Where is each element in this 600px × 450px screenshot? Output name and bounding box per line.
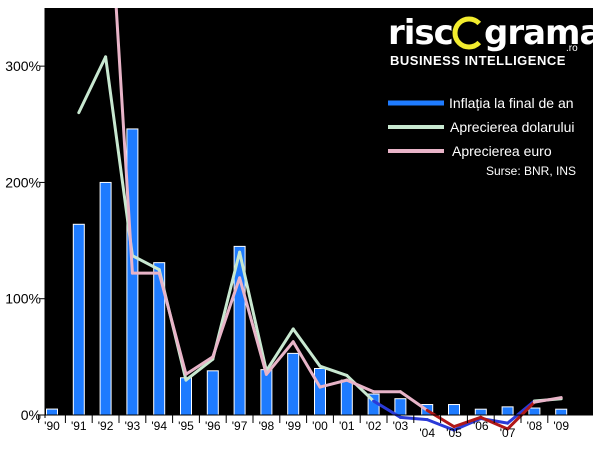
- line-segment-euro: [318, 378, 349, 389]
- line-segment-euro: [264, 340, 295, 376]
- y-tick-label: 0%: [21, 407, 41, 423]
- bar-inflation-92: [99, 181, 112, 416]
- bar-inflation-03: [394, 398, 407, 416]
- line-segment-dollar: [238, 250, 268, 373]
- line-segment-dollar: [318, 364, 349, 377]
- line-segment-dollar: [130, 254, 161, 272]
- x-tick-label: '04: [419, 426, 435, 440]
- bar-inflation-95: [180, 377, 192, 416]
- bar-inflation-01: [340, 379, 353, 416]
- bar-inflation-90: [46, 408, 58, 416]
- x-tick-label: '02: [366, 419, 382, 433]
- x-tick-label: '90: [44, 419, 60, 433]
- x-tick-label: '07: [500, 426, 516, 440]
- y-tick-label: 200%: [5, 174, 41, 190]
- x-tick-label: '94: [151, 419, 167, 433]
- line-segment-euro: [211, 276, 242, 359]
- lines-series: [77, 8, 563, 432]
- line-segment-dollar: [425, 418, 456, 432]
- line-segment-dollar: [345, 373, 376, 403]
- logo-right-text: grama: [484, 13, 600, 53]
- x-tick-label: '01: [339, 419, 355, 433]
- x-tick-label: '06: [473, 419, 489, 433]
- x-tick-label: '92: [98, 419, 114, 433]
- bar-inflation-99: [287, 352, 300, 416]
- logo-left-text: risc: [388, 13, 453, 53]
- line-segment-dollar: [291, 327, 322, 368]
- bar-inflation-05: [448, 404, 460, 416]
- bar-inflation-96: [206, 370, 219, 416]
- x-tick-label: '99: [285, 419, 301, 433]
- legend-label-euro: Aprecierea euro: [452, 143, 552, 159]
- x-tick-label: '00: [312, 419, 328, 433]
- y-axis-ticks: 0% 100% 200% 300%: [5, 58, 45, 423]
- legend-label-dollar: Aprecierea dolarului: [450, 119, 575, 135]
- line-segment-dollar: [184, 357, 215, 382]
- line-segment-euro: [479, 415, 510, 431]
- bar-inflation-08: [528, 407, 541, 416]
- x-tick-label: '09: [553, 419, 569, 433]
- x-tick-label: '93: [125, 419, 141, 433]
- x-tick-label: '97: [232, 419, 248, 433]
- line-segment-euro: [184, 355, 215, 376]
- line-segment-euro: [114, 8, 134, 275]
- x-axis-ticks: '90 '91 '92 '93 '94 '95 '96 '97 '98 '99 '00 '01 '02 '…: [38, 415, 569, 440]
- y-tick-label: 300%: [5, 58, 41, 74]
- x-tick-label: '98: [259, 419, 275, 433]
- x-tick-label: '08: [527, 419, 543, 433]
- legend-label-inflation: Inflația la final de an: [449, 95, 574, 111]
- x-tick-label: '95: [178, 419, 194, 433]
- logo-o-icon: [452, 16, 489, 50]
- x-tick-label: '91: [71, 419, 87, 433]
- bar-inflation-06: [474, 408, 487, 416]
- bar-inflation-07: [501, 406, 514, 416]
- brand-logo: risc grama .ro BUSINESS INTELLIGENCE: [388, 13, 600, 68]
- x-tick-label: '03: [393, 419, 409, 433]
- bar-inflation-91: [72, 223, 85, 416]
- logo-tagline: BUSINESS INTELLIGENCE: [390, 53, 566, 68]
- line-segment-euro: [291, 340, 322, 389]
- line-segment-euro: [398, 390, 429, 412]
- bar-inflation-98: [260, 369, 273, 416]
- line-segment-euro: [532, 396, 563, 404]
- line-segment-dollar: [77, 55, 108, 115]
- line-segment-euro: [157, 271, 188, 376]
- bar-inflation-09: [555, 408, 568, 416]
- x-tick-label: '05: [446, 426, 462, 440]
- line-segment-dollar: [264, 327, 295, 373]
- logo-suffix: .ro: [566, 43, 578, 54]
- line-segment-euro: [345, 378, 376, 394]
- bar-inflation-00: [314, 367, 326, 416]
- chart-legend: Inflația la final de an Aprecierea dolar…: [388, 95, 576, 178]
- y-tick-label: 100%: [5, 291, 41, 307]
- line-segment-euro: [238, 276, 268, 376]
- x-tick-label: '96: [205, 419, 221, 433]
- source-note: Surse: BNR, INS: [486, 164, 576, 178]
